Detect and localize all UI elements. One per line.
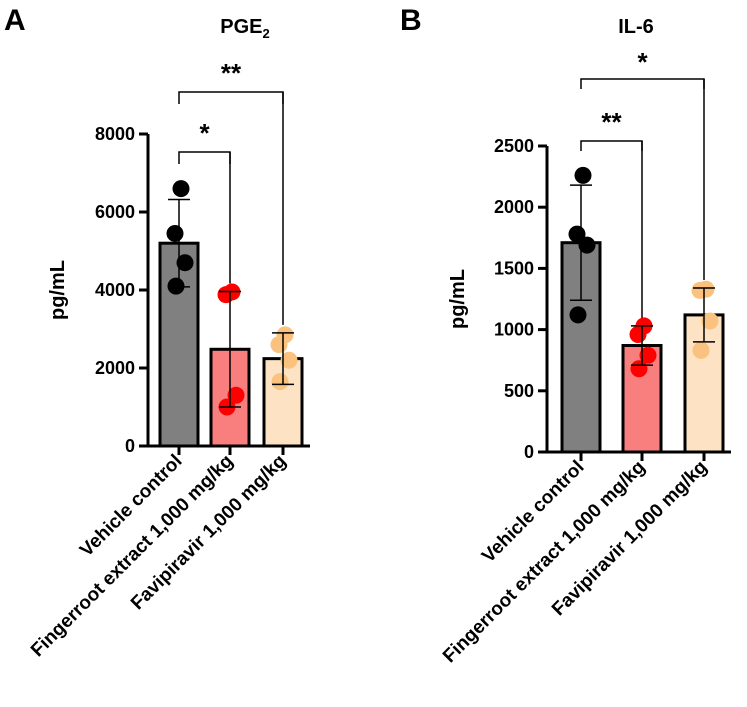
panel-b-data-point	[578, 236, 596, 254]
panel-a-data-point	[280, 351, 298, 369]
panel-a-data-point	[270, 336, 288, 354]
panel-a-significance-label: **	[221, 58, 242, 88]
panel-a-y-axis-label: pg/mL	[47, 260, 69, 320]
panel-a-title: PGE2	[220, 16, 269, 41]
panel-b-data-point	[629, 325, 647, 343]
panel-b-y-axis-label: pg/mL	[447, 269, 469, 329]
panel-a-y-tick-label: 2000	[95, 358, 135, 378]
panel-a-category-label: Fingerroot extract 1,000 mg/kg	[27, 451, 237, 661]
panel-b-data-point	[630, 360, 648, 378]
panel-b-data-point	[701, 312, 719, 330]
panel-a-y-tick-label: 6000	[95, 202, 135, 222]
panel-b-significance-bracket	[580, 78, 705, 89]
panel-b-y-tick-label: 2500	[494, 136, 534, 156]
panel-b-y-tick-label: 1500	[494, 258, 534, 278]
panel-b-letter: B	[400, 4, 422, 37]
panel-b-data-point	[691, 281, 709, 299]
panel-b-significance-label: **	[601, 107, 622, 137]
panel-b-data-point	[692, 341, 710, 359]
panel-b-title-text: IL-6	[618, 16, 654, 38]
panel-a-title-subscript: 2	[263, 26, 270, 41]
panel-a-y-tick-label: 8000	[95, 124, 135, 144]
panel-a-significance-bracket	[178, 151, 231, 164]
panel-a-data-point	[271, 373, 289, 391]
panel-b-significance-label: *	[637, 47, 648, 77]
panel-a-significance-bracket	[178, 91, 284, 104]
panel-a-y-tick-label: 0	[125, 436, 135, 456]
panel-b-title: IL-6	[618, 16, 654, 38]
panel-a-data-point	[227, 386, 245, 404]
panel-b-significance-bracket	[580, 140, 643, 151]
panel-a-data-point	[167, 277, 185, 295]
panel-a-letter: A	[4, 4, 26, 37]
panel-a-data-point	[176, 254, 194, 272]
panel-b-data-point	[574, 166, 592, 184]
panel-a-data-point	[172, 180, 190, 198]
panel-a-significance-label: *	[199, 118, 210, 148]
panel-a-title-text: PGE	[220, 16, 262, 38]
panel-b-data-point	[569, 306, 587, 324]
panel-a-data-point	[217, 286, 235, 304]
panel-b-y-tick-label: 2000	[494, 197, 534, 217]
panel-b-y-tick-label: 1000	[494, 320, 534, 340]
panel-a-data-point	[166, 224, 184, 242]
panel-b-y-tick-label: 0	[524, 442, 534, 462]
panel-b-y-tick-label: 500	[504, 381, 534, 401]
panel-b-category-label: Vehicle control	[478, 457, 588, 567]
panel-a-y-tick-label: 4000	[95, 280, 135, 300]
panel-b-data-point	[639, 346, 657, 364]
